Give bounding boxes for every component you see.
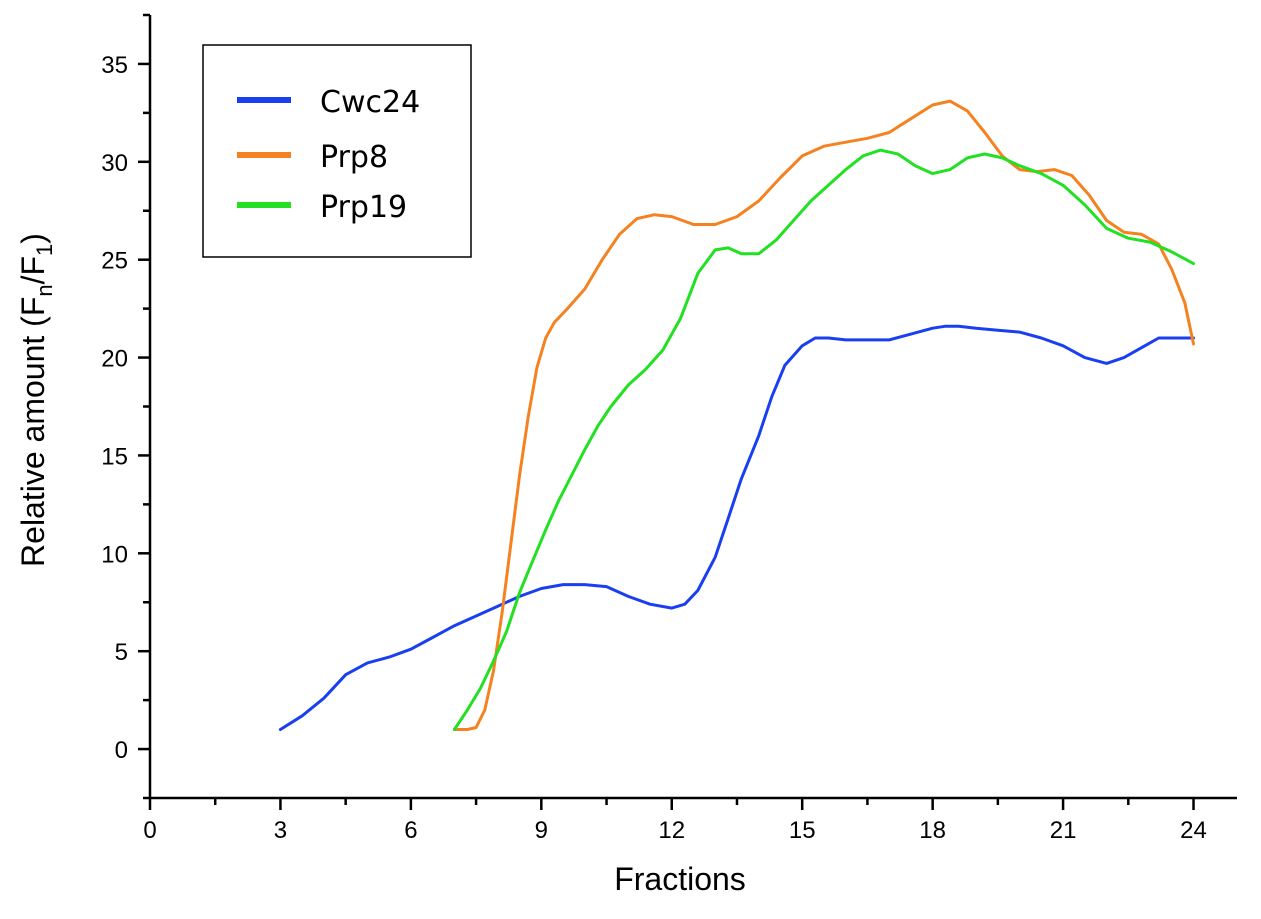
y-tick-label: 5 [115,639,128,666]
x-axis-ticks: 0 3 6 9 12 15 18 21 24 [143,798,1207,844]
y-tick-label: 10 [101,541,128,568]
x-tick-label: 6 [404,817,417,844]
x-tick-label: 24 [1180,817,1207,844]
y-axis-title-sub-n: n [32,284,57,296]
y-axis-title: Relative amount (Fn/F1) [15,233,57,567]
y-tick-label: 30 [101,150,128,177]
x-tick-label: 0 [143,817,156,844]
legend-label-cwc24: Cwc24 [320,85,420,120]
y-tick-label: 0 [115,737,128,764]
x-tick-label: 12 [658,817,685,844]
x-tick-label: 21 [1050,817,1077,844]
legend-label-prp8: Prp8 [320,140,388,175]
x-axis-title: Fractions [614,861,746,897]
y-axis-title-mid: /F [15,256,51,284]
x-tick-label: 3 [274,817,287,844]
y-axis-title-sub-1: 1 [32,244,57,256]
series-layer [278,99,1195,731]
y-tick-label: 20 [101,346,128,373]
x-tick-label: 18 [919,817,946,844]
y-axis-title-prefix: Relative amount (F [15,297,51,567]
series-line-prp8 [452,99,1195,731]
y-tick-label: 25 [101,248,128,275]
legend-label-prp19: Prp19 [320,190,407,225]
y-axis-ticks: 0 5 10 15 20 25 30 35 [101,13,150,800]
y-tick-label: 35 [101,52,128,79]
series-line-cwc24 [278,324,1195,731]
legend-box [202,44,472,258]
y-axis-title-suffix: ) [15,233,51,244]
y-tick-label: 15 [101,443,128,470]
series-line-prp19 [452,148,1195,731]
x-tick-label: 15 [789,817,816,844]
legend: Cwc24 Prp8 Prp19 [202,44,472,258]
x-tick-label: 9 [535,817,548,844]
